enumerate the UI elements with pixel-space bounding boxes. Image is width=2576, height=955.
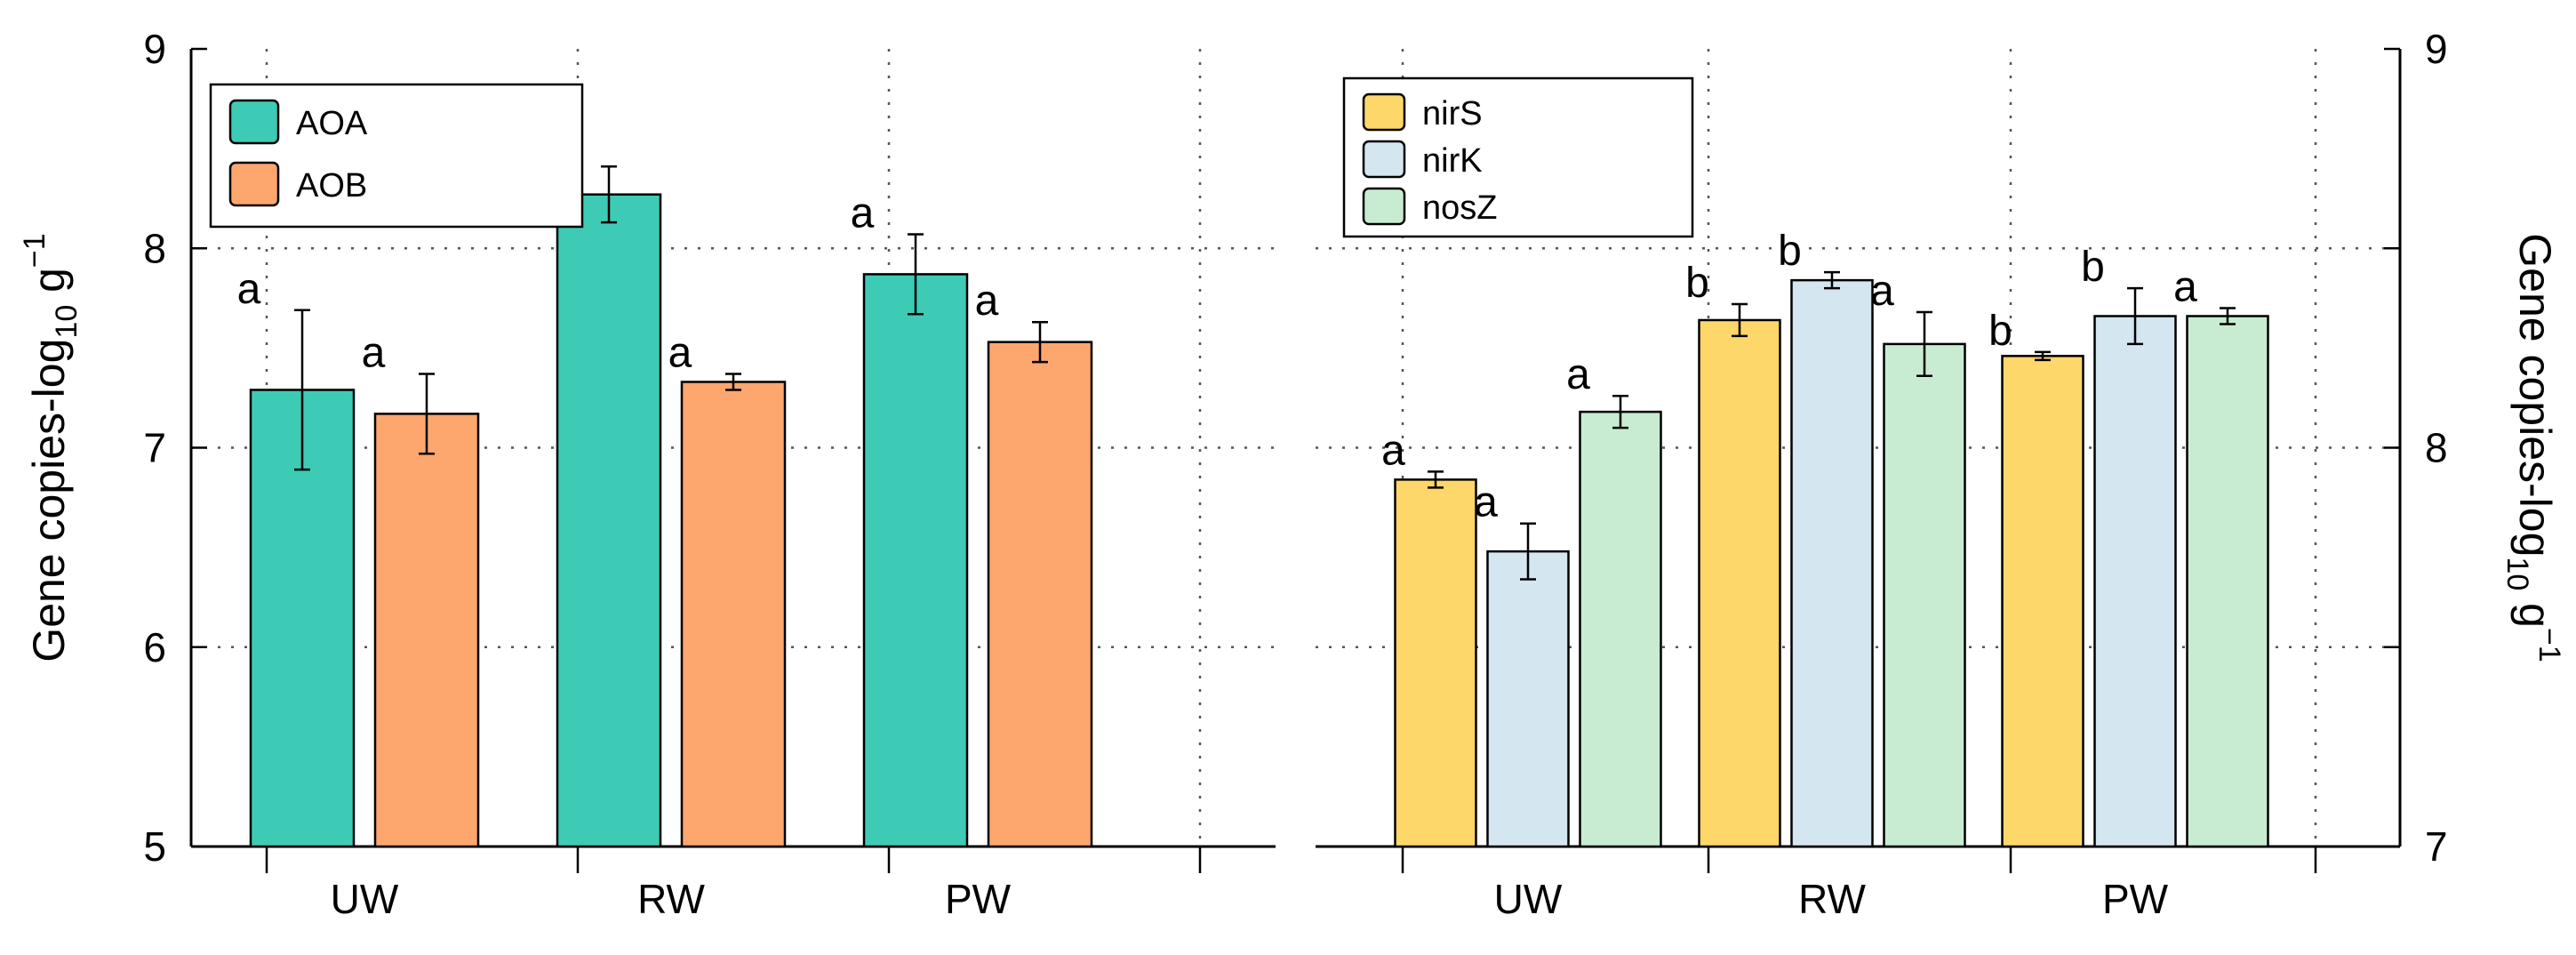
left-xtick-label-rw: RW — [637, 876, 705, 922]
left-xtick-label-uw: UW — [331, 876, 399, 922]
right-sig-label-nirs-uw: a — [1381, 427, 1405, 474]
right-bar-nirk-pw — [2093, 315, 2177, 848]
right-legend-label-nosz: nosZ — [1422, 189, 1497, 227]
left-sig-label-aoa-uw: a — [237, 266, 261, 313]
right-bar-nirk-uw — [1486, 550, 1570, 848]
right-panel: 7 8 9 UW RW PW a b b a b b a a a nirS nirK nosZ Gene copie… — [1316, 26, 2566, 922]
left-bar-aoa-rw — [556, 193, 662, 848]
right-bar-nosz-uw — [1579, 410, 1662, 848]
left-ytick-label-4: 9 — [143, 26, 166, 72]
left-y-axis-title-part-2: g — [24, 268, 74, 305]
left-sig-label-aoa-pw: a — [851, 190, 875, 237]
right-legend-swatch-nirk — [1362, 140, 1406, 179]
left-xtick-label-pw: PW — [945, 876, 1012, 922]
right-bar-nirs-uw — [1394, 478, 1477, 848]
left-bar-aob-rw — [680, 381, 787, 848]
right-legend-label-nirs: nirS — [1422, 95, 1483, 132]
right-ytick-label-0: 7 — [2425, 823, 2448, 870]
left-bar-aob-uw — [373, 413, 480, 848]
left-y-axis-title-part-1: 10 — [50, 305, 84, 339]
left-ytick-label-3: 8 — [143, 225, 166, 271]
right-xtick-label-rw: RW — [1798, 876, 1866, 922]
right-sig-label-nirs-rw: b — [1685, 260, 1709, 307]
left-y-axis-title: Gene copies-log10 g−1 — [18, 233, 84, 662]
right-sig-label-nirk-rw: b — [1778, 228, 1802, 275]
right-y-axis-title-part-0: Gene copies-log — [2510, 233, 2560, 557]
right-legend-swatch-nirs — [1362, 92, 1406, 132]
left-bar-aoa-pw — [862, 273, 969, 848]
left-legend-swatch-aoa — [228, 99, 280, 145]
right-ytick-label-2: 9 — [2425, 26, 2448, 72]
left-y-axis-title-part-0: Gene copies-log — [24, 339, 74, 662]
right-sig-label-nirk-uw: a — [1474, 479, 1498, 526]
left-sig-label-aob-uw: a — [362, 330, 386, 377]
left-legend-label-aoa: AOA — [296, 105, 368, 142]
right-bar-nirk-rw — [1790, 278, 1874, 848]
right-sig-label-nirs-pw: b — [1988, 308, 2012, 355]
left-legend-label-aob: AOB — [296, 167, 367, 205]
right-y-axis-title-part-1: 10 — [2500, 557, 2534, 590]
right-xtick-label-uw: UW — [1494, 876, 1563, 922]
left-ytick-label-2: 7 — [143, 425, 166, 471]
right-y-axis-title-part-3: −1 — [2532, 628, 2566, 662]
right-xtick-label-pw: PW — [2102, 876, 2169, 922]
right-bar-nosz-rw — [1883, 342, 1966, 848]
right-bar-nirs-pw — [2001, 355, 2084, 848]
right-bar-nirs-rw — [1698, 318, 1781, 848]
left-ytick-label-1: 6 — [143, 624, 166, 670]
left-panel: 56789UWRWPWabaaaaAOAAOBGene copies-log10… — [18, 26, 1276, 922]
left-sig-label-aob-pw: a — [975, 277, 999, 325]
right-y-axis-title: Gene copies-log10 g−1 — [2500, 233, 2566, 662]
left-legend-swatch-aob — [228, 161, 280, 207]
left-bar-aob-pw — [987, 341, 1093, 848]
right-ytick-label-1: 8 — [2425, 425, 2448, 471]
left-ytick-label-0: 5 — [143, 823, 166, 870]
right-legend-label-nirk: nirK — [1422, 142, 1483, 180]
right-bar-nosz-pw — [2186, 315, 2269, 848]
right-sig-label-nosz-rw: a — [1870, 268, 1894, 315]
right-sig-label-nosz-pw: a — [2173, 264, 2197, 311]
left-sig-label-aob-rw: a — [668, 330, 692, 377]
left-y-axis-title-part-3: −1 — [18, 233, 52, 268]
right-y-axis-title-part-2: g — [2510, 590, 2560, 628]
right-legend-swatch-nosz — [1362, 187, 1406, 226]
right-sig-label-nosz-uw: a — [1566, 351, 1590, 398]
right-sig-label-nirk-pw: b — [2081, 244, 2105, 291]
